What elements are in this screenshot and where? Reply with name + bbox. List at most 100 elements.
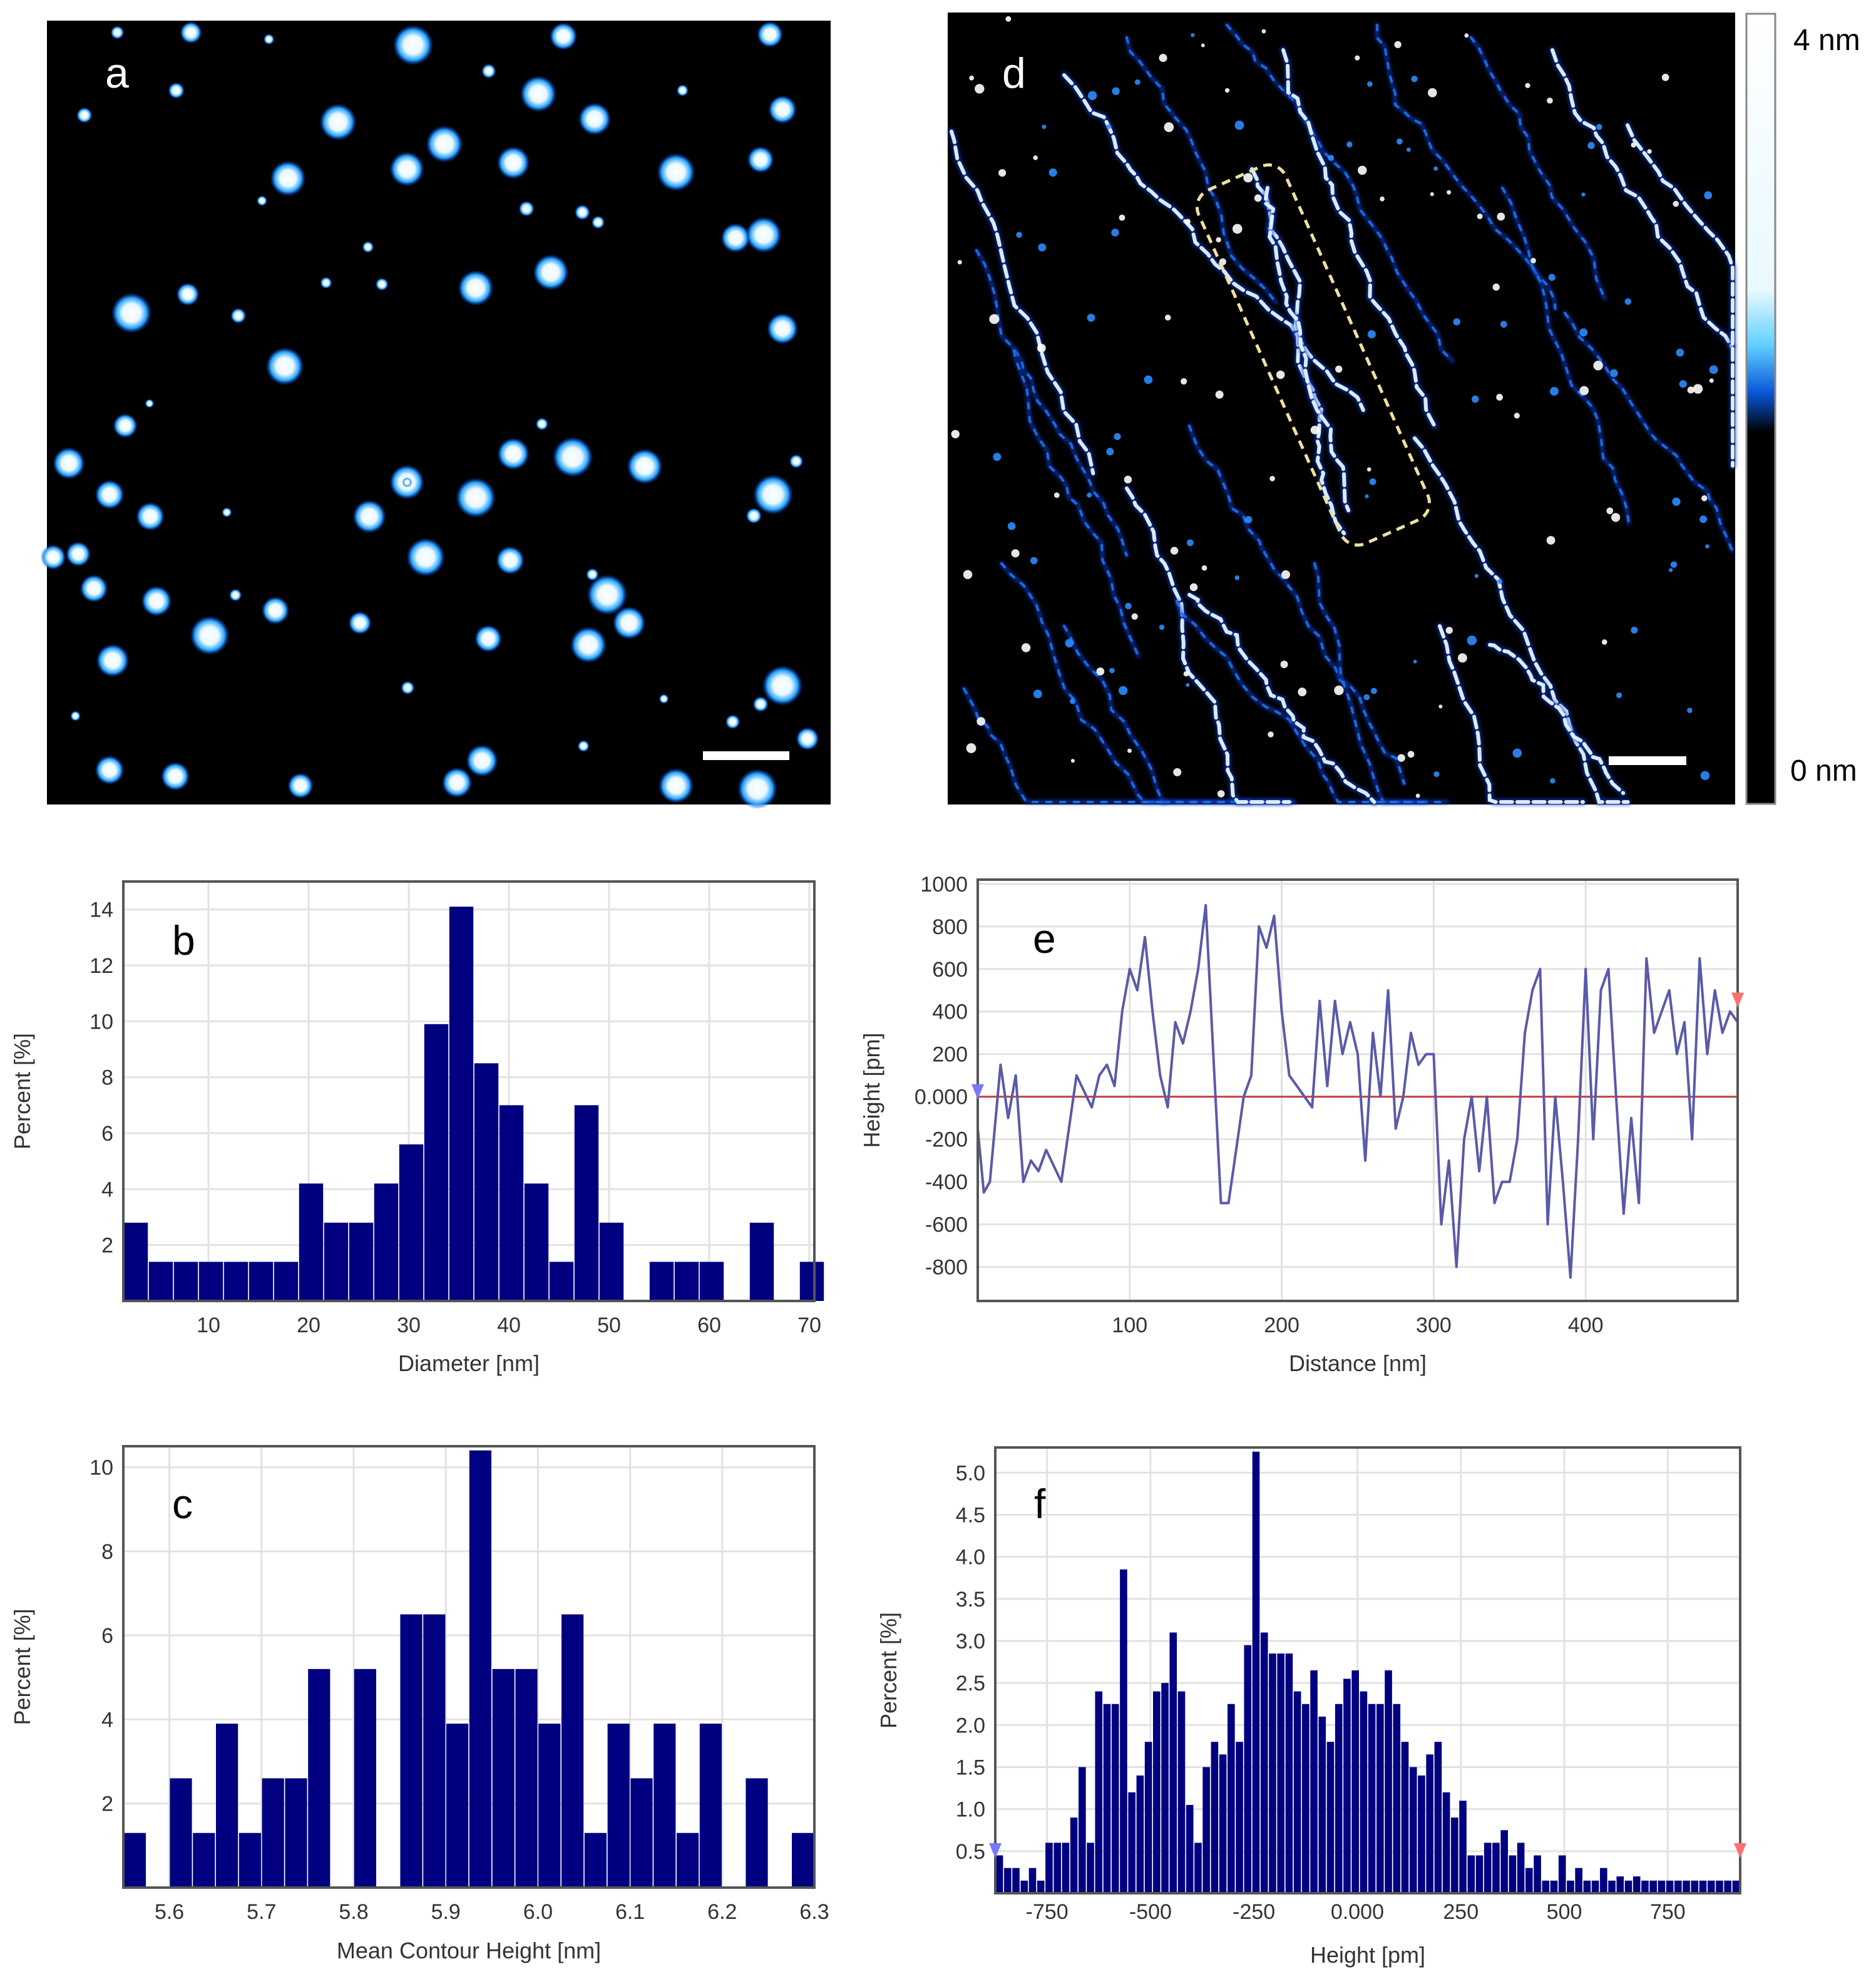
bar-f <box>1550 1880 1558 1893</box>
fibril-speck <box>1709 365 1718 374</box>
particle <box>287 773 314 799</box>
plot-area-c <box>123 1446 814 1888</box>
fibril-speck <box>1394 41 1402 48</box>
fibril-speck <box>1268 731 1274 738</box>
bar-f <box>1169 1632 1177 1893</box>
bar-f <box>1691 1880 1699 1893</box>
x-tick-label: 20 <box>297 1313 320 1337</box>
bar-f <box>1393 1704 1401 1893</box>
particle <box>141 585 172 617</box>
y-tick-label: 4 <box>101 1708 113 1732</box>
y-axis-label: Percent [%] <box>9 1608 35 1725</box>
bar-f <box>1633 1876 1641 1893</box>
bar-f <box>1385 1670 1392 1893</box>
x-tick-label: 6.3 <box>799 1900 829 1924</box>
fibril-speck <box>1525 83 1530 88</box>
particle <box>180 21 202 44</box>
fibril-speck <box>1474 573 1479 578</box>
particle <box>658 768 694 804</box>
fibril-speck <box>1346 141 1353 148</box>
bar-f <box>1120 1569 1127 1893</box>
y-tick-label: -800 <box>925 1256 968 1280</box>
range-marker-left <box>971 1084 984 1099</box>
fibril-speck <box>1011 549 1020 558</box>
fibril-speck <box>1366 467 1371 472</box>
particle <box>762 665 803 706</box>
fibril-speck <box>1547 97 1553 104</box>
bar-f <box>1732 1880 1740 1893</box>
bar-c <box>238 1833 261 1888</box>
particle <box>264 34 275 45</box>
fibril-speck <box>1159 54 1167 63</box>
bar-f <box>1095 1691 1103 1893</box>
bar-f <box>1236 1742 1243 1893</box>
y-axis-label: Percent [%] <box>9 1033 35 1149</box>
bar-f <box>1343 1678 1351 1893</box>
plot-frame-f <box>994 1446 1741 1894</box>
plot-area-e <box>978 880 1738 1301</box>
fibril-speck <box>1365 494 1369 498</box>
particle <box>406 537 446 577</box>
bar-f <box>1062 1843 1070 1893</box>
bar-f <box>1442 1792 1450 1893</box>
bar-f <box>1360 1691 1368 1893</box>
fibril-speck <box>1579 386 1589 396</box>
fibril-speck <box>1433 166 1438 171</box>
fibril-speck <box>1624 298 1631 305</box>
fibril-speck <box>1189 583 1198 592</box>
fibril-speck <box>1514 413 1520 419</box>
x-tick-label: 6.1 <box>615 1900 645 1924</box>
bar-b <box>123 1222 148 1301</box>
y-tick-label: 400 <box>932 1000 968 1024</box>
fibril-speck <box>1631 142 1636 148</box>
x-tick-label: 500 <box>1547 1900 1582 1924</box>
particle <box>481 63 496 79</box>
x-tick-label: 50 <box>597 1313 621 1337</box>
fibril <box>1250 167 1346 536</box>
bar-f <box>1699 1880 1707 1893</box>
bar-f <box>1434 1742 1442 1893</box>
particle <box>570 626 607 664</box>
fibril-speck <box>1453 318 1460 326</box>
particle <box>535 418 548 431</box>
bar-f <box>1492 1843 1500 1893</box>
particle <box>752 696 769 712</box>
particle <box>657 153 695 192</box>
bar-b <box>399 1144 424 1301</box>
bar-f <box>1674 1880 1682 1893</box>
bar-c <box>584 1833 607 1888</box>
particle <box>497 438 530 470</box>
bars-f <box>995 1451 1740 1893</box>
particle <box>518 200 535 217</box>
bar-f <box>1103 1704 1111 1893</box>
particle <box>746 508 762 524</box>
bar-f <box>1285 1653 1293 1893</box>
plot-frame-c <box>122 1445 816 1889</box>
bar-b <box>749 1222 774 1301</box>
range-marker-right <box>1734 1843 1746 1858</box>
fibril-speck <box>1673 200 1679 207</box>
bar-f <box>1211 1742 1219 1893</box>
bar-f <box>1616 1876 1624 1893</box>
particle <box>320 277 332 289</box>
bar-f <box>1418 1775 1425 1893</box>
bar-f <box>1666 1880 1674 1893</box>
particle <box>319 103 357 141</box>
bar-c <box>561 1614 584 1888</box>
particle <box>79 574 108 603</box>
fibril <box>950 130 1095 476</box>
bar-b <box>799 1262 824 1301</box>
fibril-speck <box>1234 575 1240 580</box>
fibril <box>1488 643 1626 795</box>
particle <box>737 768 778 810</box>
particle <box>160 761 190 791</box>
particle <box>725 714 741 729</box>
fibril-speck <box>1693 384 1703 394</box>
fibril <box>1226 24 1454 362</box>
bar-f <box>1351 1670 1359 1893</box>
fibril <box>1470 36 1606 300</box>
y-tick-label: 10 <box>90 1456 113 1480</box>
fibril-speck <box>1191 33 1195 38</box>
bar-b <box>274 1262 299 1301</box>
x-tick-label: -500 <box>1129 1900 1172 1924</box>
